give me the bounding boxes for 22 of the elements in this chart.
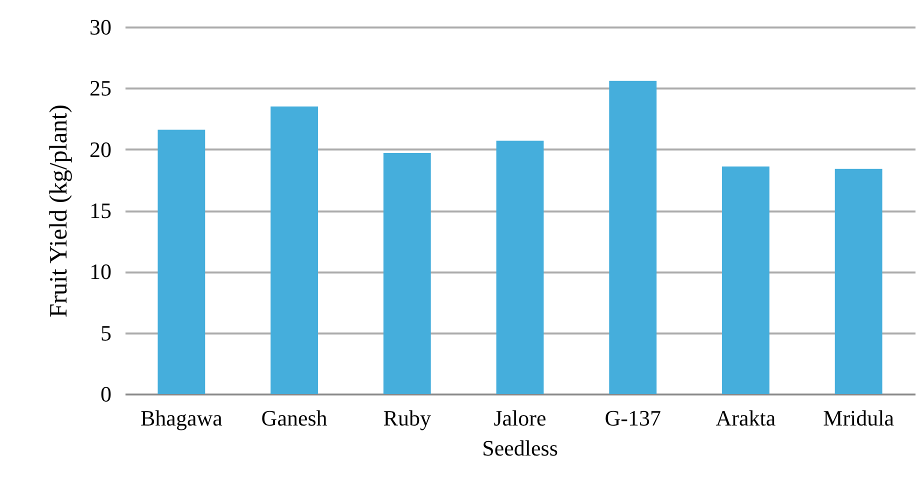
x-tick-label: Ganesh xyxy=(261,406,328,430)
y-tick-label: 20 xyxy=(90,136,112,162)
bar xyxy=(496,140,544,394)
bar xyxy=(722,166,770,394)
x-tick-label: G-137 xyxy=(604,406,661,430)
bar xyxy=(270,106,318,394)
bar xyxy=(609,80,657,394)
y-axis-title: Fruit Yield (kg/plant) xyxy=(46,104,72,318)
y-tick-label: 15 xyxy=(90,198,112,223)
y-tick-label: 10 xyxy=(90,259,112,284)
y-tick-label: 0 xyxy=(100,382,112,406)
bar xyxy=(383,153,431,394)
bar xyxy=(834,168,882,394)
x-tick-label: Jalore Seedless xyxy=(482,406,558,460)
bar xyxy=(158,130,206,394)
x-tick-label: Mridula xyxy=(823,406,894,430)
x-tick-label: Arakta xyxy=(716,406,776,430)
y-tick-label: 5 xyxy=(100,320,112,346)
x-tick-label: Ruby xyxy=(383,406,431,430)
y-tick-label: 25 xyxy=(90,76,112,101)
x-tick-label: Bhagawa xyxy=(140,406,223,430)
y-tick-label: 30 xyxy=(90,14,112,40)
